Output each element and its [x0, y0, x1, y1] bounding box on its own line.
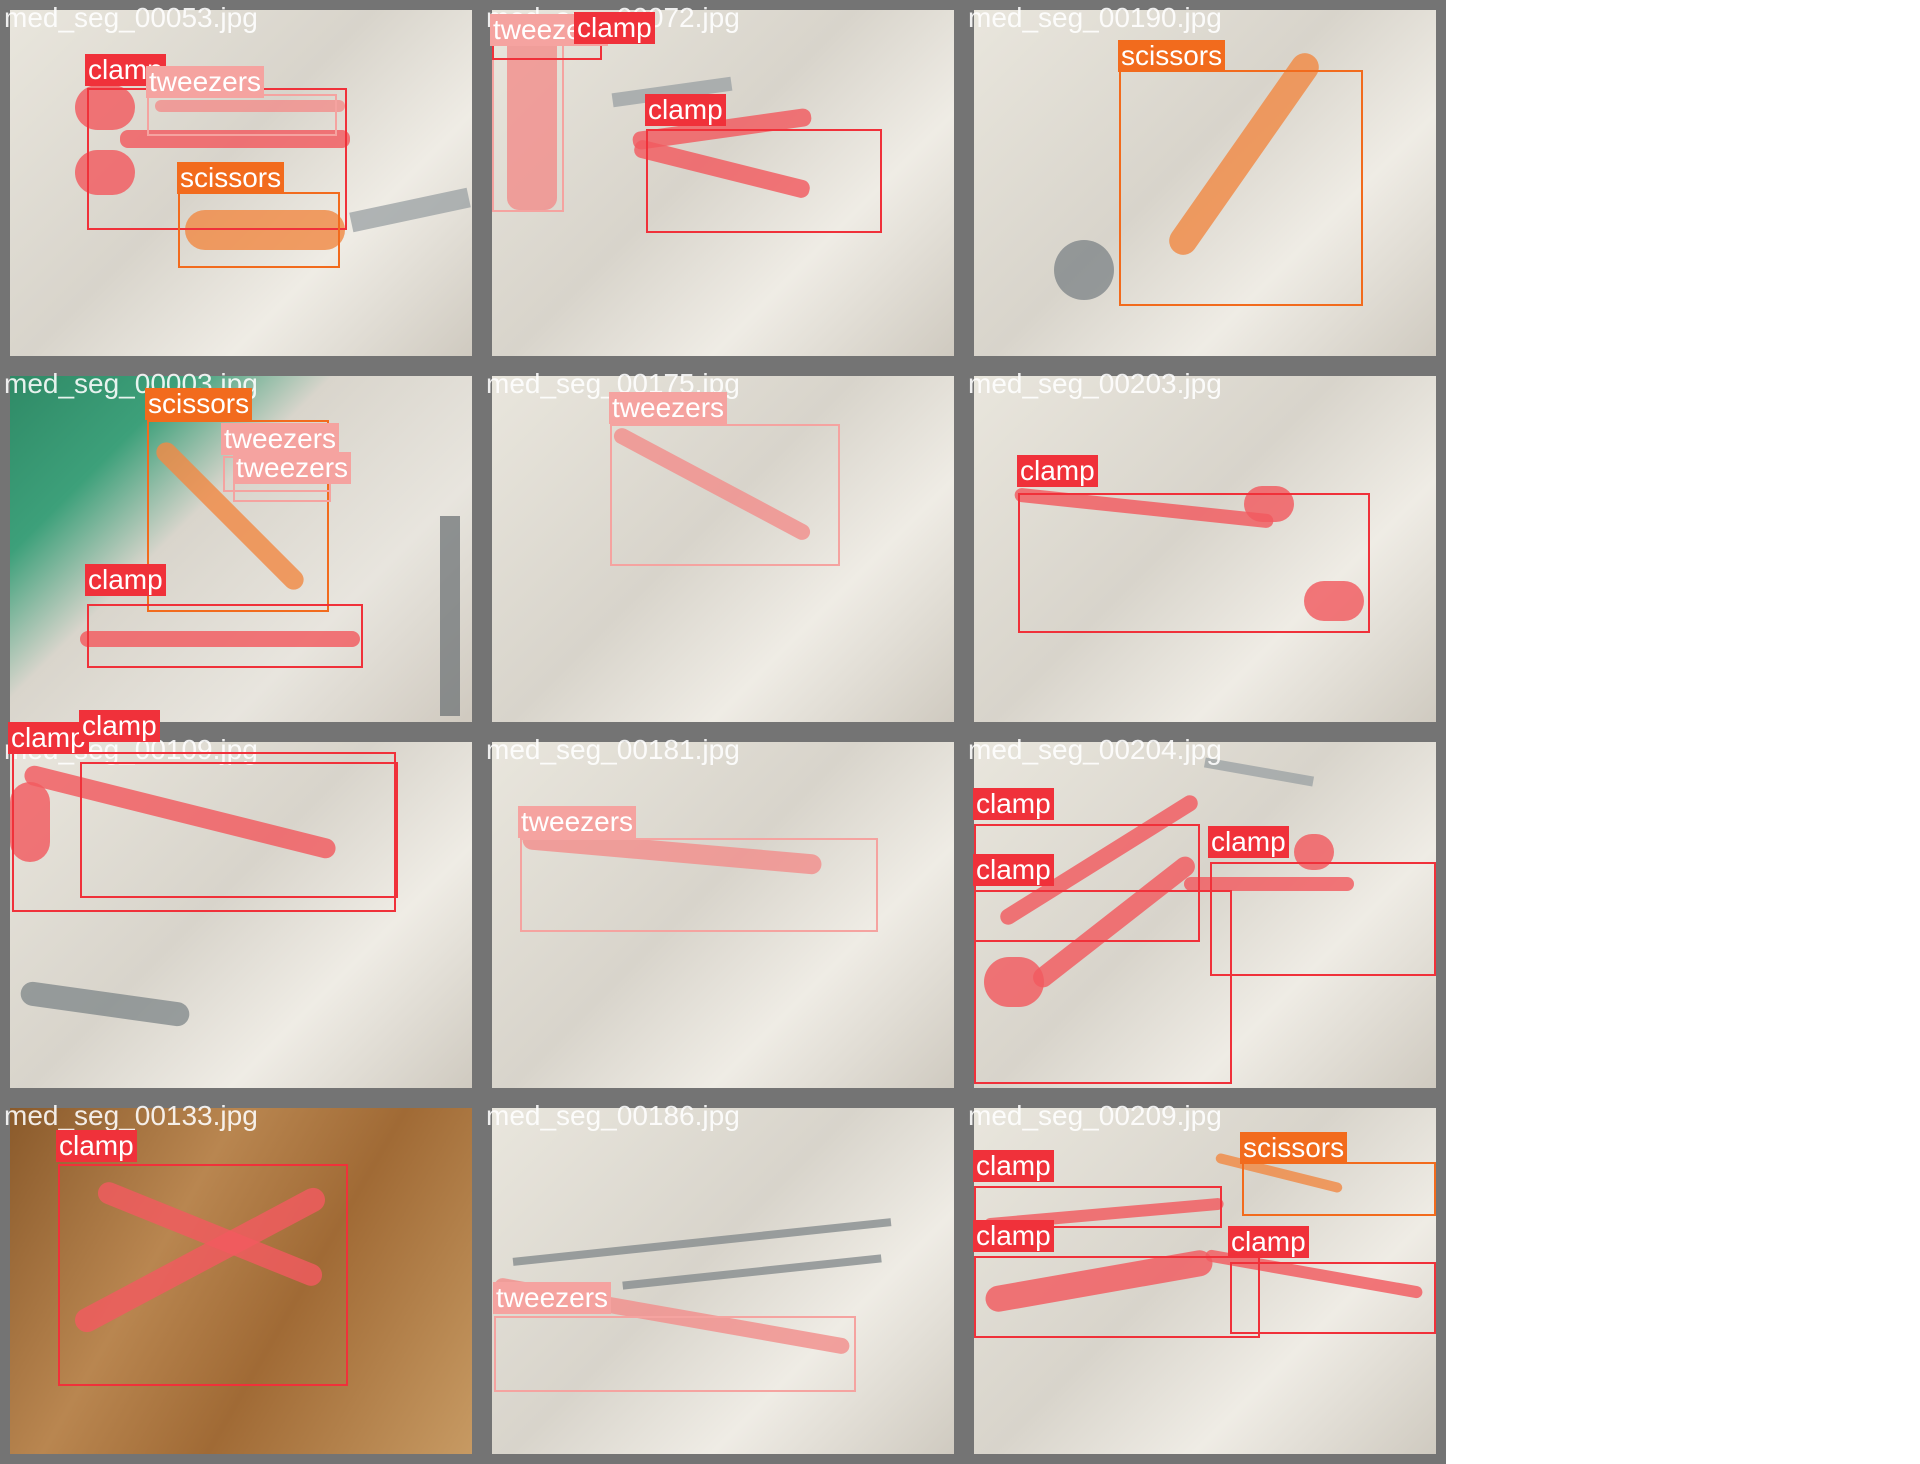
- detection-box-tweezers: [610, 424, 840, 566]
- segmentation-mask: [1184, 877, 1354, 891]
- detection-label: clamp: [85, 564, 166, 596]
- detection-label: clamp: [973, 788, 1054, 820]
- detection-label: clamp: [574, 12, 655, 44]
- detection-label: clamp: [1228, 1226, 1309, 1258]
- instrument-shape: [349, 187, 471, 233]
- detection-box-clamp: [1210, 862, 1436, 976]
- detection-label: clamp: [8, 722, 89, 754]
- detection-box-clamp: [1230, 1262, 1436, 1334]
- segmentation-mask: [75, 85, 135, 130]
- instrument-shape: [1054, 240, 1114, 300]
- image-tile[interactable]: med_seg_00072.jpg tweezers clamp clamp: [482, 0, 964, 366]
- detection-mosaic: med_seg_00053.jpg clamp tweezers scissor…: [0, 0, 1446, 1464]
- segmentation-mask: [75, 150, 135, 195]
- segmentation-mask: [80, 631, 360, 647]
- detection-box-scissors: [147, 420, 329, 612]
- detection-label: scissors: [145, 388, 253, 420]
- tile-filename: med_seg_00190.jpg: [968, 2, 1222, 33]
- detection-box-tweezers: [147, 94, 337, 136]
- detection-label: clamp: [1208, 826, 1289, 858]
- tile-photo: [492, 376, 954, 722]
- detection-label: tweezers: [233, 452, 352, 484]
- detection-label: clamp: [1017, 455, 1098, 487]
- tile-filename: med_seg_00204.jpg: [968, 734, 1222, 765]
- detection-box-scissors: [1242, 1162, 1436, 1216]
- tile-filename: med_seg_00133.jpg: [4, 1100, 258, 1131]
- detection-label: tweezers: [493, 1282, 612, 1314]
- detection-label: tweezers: [609, 392, 728, 424]
- detection-label: clamp: [973, 854, 1054, 886]
- detection-label: clamp: [973, 1220, 1054, 1252]
- tile-filename: med_seg_00203.jpg: [968, 368, 1222, 399]
- detection-box-clamp: [12, 752, 396, 912]
- segmentation-mask: [185, 210, 345, 250]
- detection-label: clamp: [645, 94, 726, 126]
- detection-box-clamp: [58, 1164, 348, 1386]
- tile-photo: [974, 10, 1436, 356]
- detection-label: clamp: [973, 1150, 1054, 1182]
- image-tile[interactable]: med_seg_00175.jpg tweezers: [482, 366, 964, 732]
- segmentation-mask: [155, 100, 345, 112]
- detection-box-tweezers: [494, 1316, 856, 1392]
- image-tile[interactable]: med_seg_00053.jpg clamp tweezers scissor…: [0, 0, 482, 366]
- detection-label: tweezers: [221, 423, 340, 455]
- image-tile[interactable]: med_seg_00186.jpg tweezers: [482, 1098, 964, 1464]
- detection-label: scissors: [1240, 1132, 1348, 1164]
- image-tile[interactable]: med_seg_00181.jpg tweezers: [482, 732, 964, 1098]
- segmentation-mask: [1294, 834, 1334, 870]
- image-tile[interactable]: med_seg_00003.jpg scissors tweezers twee…: [0, 366, 482, 732]
- tile-filename: med_seg_00186.jpg: [486, 1100, 740, 1131]
- image-tile[interactable]: med_seg_00209.jpg clamp clamp scissors c…: [964, 1098, 1446, 1464]
- detection-label: scissors: [177, 162, 285, 194]
- detection-box-clamp: [87, 604, 363, 668]
- detection-box-scissors: [1119, 70, 1363, 306]
- detection-label: scissors: [1118, 40, 1226, 72]
- image-tile[interactable]: med_seg_00133.jpg clamp: [0, 1098, 482, 1464]
- instrument-shape: [440, 516, 460, 716]
- tile-filename: med_seg_00209.jpg: [968, 1100, 1222, 1131]
- detection-label: clamp: [79, 710, 160, 742]
- tile-filename: med_seg_00181.jpg: [486, 734, 740, 765]
- detection-box-clamp: [80, 762, 398, 898]
- detection-box-clamp: [974, 1256, 1260, 1338]
- tile-photo: [492, 1108, 954, 1454]
- detection-box-clamp: [974, 890, 1232, 1084]
- detection-label: tweezers: [518, 806, 637, 838]
- segmentation-mask: [507, 30, 557, 210]
- detection-box-clamp: [974, 1186, 1222, 1228]
- detection-box-clamp: [1018, 493, 1370, 633]
- tile-photo: [974, 376, 1436, 722]
- image-tile[interactable]: med_seg_00190.jpg scissors: [964, 0, 1446, 366]
- detection-box-clamp: [646, 129, 882, 233]
- detection-label: clamp: [56, 1130, 137, 1162]
- detection-box-tweezers: [520, 838, 878, 932]
- image-tile[interactable]: med_seg_00204.jpg clamp clamp clamp: [964, 732, 1446, 1098]
- detection-label: tweezers: [146, 66, 265, 98]
- segmentation-mask: [1304, 581, 1364, 621]
- instrument-shape: [19, 980, 191, 1028]
- tile-photo: [492, 10, 954, 356]
- image-tile[interactable]: med_seg_00203.jpg clamp: [964, 366, 1446, 732]
- instrument-shape: [622, 1254, 882, 1290]
- segmentation-mask: [10, 782, 50, 862]
- tile-filename: med_seg_00053.jpg: [4, 2, 258, 33]
- detection-box-scissors: [178, 192, 340, 268]
- image-tile[interactable]: med_seg_00109.jpg clamp clamp: [0, 710, 482, 1098]
